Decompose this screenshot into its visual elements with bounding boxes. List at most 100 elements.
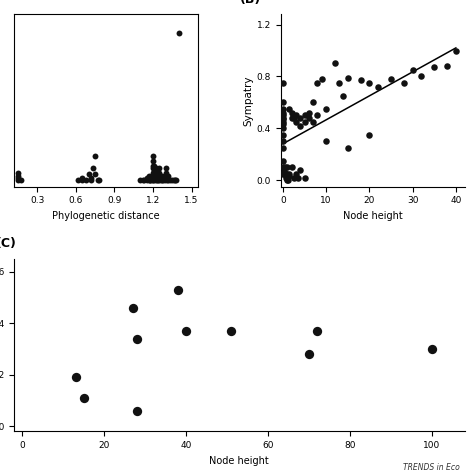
Point <box>152 174 159 182</box>
Point <box>279 125 287 132</box>
Point <box>170 177 177 184</box>
Point <box>14 177 22 184</box>
Point <box>282 170 290 177</box>
Point <box>279 109 287 117</box>
X-axis label: Node height: Node height <box>343 211 402 221</box>
Point <box>155 174 162 182</box>
Point <box>149 174 157 182</box>
Point <box>409 66 417 74</box>
Point <box>444 62 451 70</box>
Y-axis label: Sympatry: Sympatry <box>244 75 254 126</box>
Point <box>314 111 321 119</box>
Point <box>279 99 287 106</box>
Point <box>340 92 347 100</box>
Point <box>160 177 167 184</box>
Point <box>344 144 352 152</box>
Point <box>149 157 157 164</box>
Point <box>305 109 313 117</box>
Point <box>171 177 179 184</box>
Point <box>17 177 25 184</box>
Point <box>279 111 287 119</box>
Point <box>418 73 425 80</box>
Point <box>285 105 293 113</box>
Point <box>322 137 330 145</box>
Point <box>148 174 155 182</box>
Point <box>283 170 291 177</box>
Point <box>146 177 154 184</box>
Point <box>365 131 373 138</box>
Point <box>158 177 166 184</box>
Point <box>166 177 173 184</box>
Point <box>281 167 288 175</box>
Point <box>228 327 235 335</box>
Point <box>365 79 373 87</box>
Point <box>296 114 304 122</box>
Point <box>94 177 101 184</box>
Point <box>313 327 321 335</box>
Point <box>374 83 382 91</box>
Point <box>155 177 163 184</box>
Point <box>151 162 158 169</box>
Point <box>129 304 137 311</box>
Point <box>133 407 141 415</box>
Point <box>279 170 287 177</box>
Point <box>152 169 159 177</box>
Point <box>279 137 287 145</box>
Point <box>430 64 438 71</box>
Point <box>294 173 302 181</box>
Point <box>148 177 155 184</box>
Point <box>400 79 408 87</box>
Point <box>149 169 157 177</box>
Point <box>88 177 95 184</box>
Point <box>162 169 170 177</box>
Point <box>279 114 287 122</box>
Point <box>169 177 176 184</box>
Point <box>151 172 158 179</box>
Text: (C): (C) <box>0 237 17 250</box>
Point <box>91 171 99 178</box>
Point <box>279 105 287 113</box>
Point <box>155 164 163 172</box>
Point <box>140 177 148 184</box>
Point <box>279 118 287 126</box>
Point <box>155 169 163 177</box>
Point <box>285 170 292 177</box>
Point <box>164 177 172 184</box>
Point <box>301 173 308 181</box>
Point <box>279 120 287 128</box>
Point <box>310 118 317 126</box>
Point <box>75 177 82 184</box>
Point <box>158 172 166 179</box>
Point <box>283 173 290 181</box>
Point <box>301 118 308 126</box>
Point <box>322 105 330 113</box>
Point <box>152 164 159 172</box>
Point <box>288 114 295 122</box>
Point <box>162 164 170 172</box>
Point <box>82 177 90 184</box>
Point <box>281 170 289 177</box>
Point <box>155 177 162 184</box>
Point <box>143 177 150 184</box>
Point <box>283 176 291 184</box>
Point <box>85 171 92 178</box>
Point <box>318 75 326 83</box>
Point <box>296 122 304 129</box>
Point <box>331 60 338 67</box>
Point <box>301 111 308 119</box>
Point <box>95 177 103 184</box>
Point <box>284 176 292 184</box>
Point <box>91 152 99 160</box>
Point <box>387 75 395 83</box>
Point <box>452 47 460 55</box>
Point <box>280 170 288 177</box>
Point <box>149 172 157 179</box>
Point <box>182 327 190 335</box>
Point <box>175 29 182 36</box>
Point <box>157 177 164 184</box>
Point <box>305 114 313 122</box>
Point <box>139 177 146 184</box>
Text: TRENDS in Eco: TRENDS in Eco <box>403 463 460 472</box>
Point <box>279 157 287 164</box>
Point <box>149 164 157 172</box>
